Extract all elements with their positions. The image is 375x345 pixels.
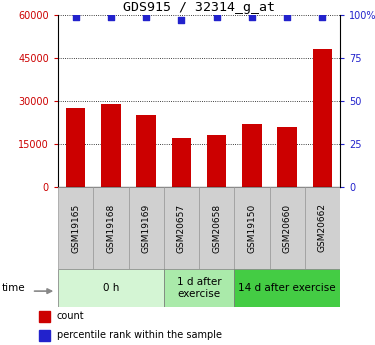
Bar [242,124,262,187]
Text: GSM19150: GSM19150 [248,203,256,253]
Bar [207,135,226,187]
Point [284,14,290,19]
Bar [66,108,86,187]
Bar [313,49,332,187]
Bar [164,187,199,269]
Text: GSM20657: GSM20657 [177,204,186,253]
Text: GSM19165: GSM19165 [71,203,80,253]
Bar [136,115,156,187]
Text: time: time [2,283,26,293]
Text: percentile rank within the sample: percentile rank within the sample [57,330,222,340]
Bar [58,269,164,307]
Bar [129,187,164,269]
Bar [39,330,50,341]
Bar [278,127,297,187]
Bar [101,105,121,187]
Text: GSM19169: GSM19169 [142,203,151,253]
Point [249,14,255,19]
Bar [164,269,234,307]
Text: count: count [57,311,84,321]
Bar [234,269,340,307]
Text: GSM20658: GSM20658 [212,204,221,253]
Bar [234,187,270,269]
Bar [58,187,93,269]
Text: 0 h: 0 h [103,283,119,293]
Text: 1 d after
exercise: 1 d after exercise [177,277,221,299]
Point [143,14,149,19]
Text: GSM20662: GSM20662 [318,204,327,253]
Text: 14 d after exercise: 14 d after exercise [238,283,336,293]
Bar [93,187,129,269]
Point [320,14,326,19]
Text: GSM20660: GSM20660 [283,204,292,253]
Point [108,14,114,19]
Point [214,14,220,19]
Text: GSM19168: GSM19168 [106,203,116,253]
Bar [172,138,191,187]
Point [178,17,184,23]
Title: GDS915 / 32314_g_at: GDS915 / 32314_g_at [123,1,275,14]
Bar [305,187,340,269]
Point [73,14,79,19]
Bar [199,187,234,269]
Bar [270,187,305,269]
Bar [39,311,50,322]
